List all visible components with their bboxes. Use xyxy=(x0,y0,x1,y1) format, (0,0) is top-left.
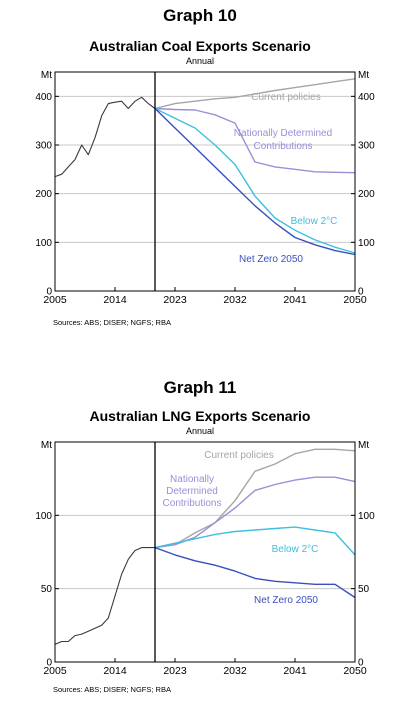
x-tick-label: 2050 xyxy=(343,294,367,306)
graph-11: Graph 11 Australian LNG Exports Scenario… xyxy=(0,370,400,710)
x-tick-label: 2014 xyxy=(103,665,127,677)
y-tick-label-right: 0 xyxy=(358,658,364,669)
series-label-line: Net Zero 2050 xyxy=(239,254,303,265)
series-label-ndc: Nationally Determined Contributions xyxy=(234,128,332,152)
chart-title: Australian LNG Exports Scenario xyxy=(89,408,311,424)
chart-title: Australian Coal Exports Scenario xyxy=(89,38,311,54)
series-label-line: Nationally xyxy=(170,474,214,485)
series-label-line: Determined xyxy=(166,486,218,497)
x-tick-label: 2050 xyxy=(343,665,367,677)
graph-number: Graph 10 xyxy=(163,6,237,25)
series-label-line: Current policies xyxy=(204,450,273,461)
y-tick-label-right: 400 xyxy=(358,92,375,103)
x-tick-label: 2041 xyxy=(283,665,307,677)
series-below2-line xyxy=(154,526,356,556)
series-historical-line xyxy=(54,96,156,178)
y-unit-left: Mt xyxy=(41,440,52,451)
series-label-line: Current policies xyxy=(251,92,320,103)
series-label-net_zero: Net Zero 2050 xyxy=(239,254,303,265)
series-label-current_policies: Current policies xyxy=(204,450,273,461)
y-tick-label-right: 0 xyxy=(358,287,364,298)
y-tick-label-right: 50 xyxy=(358,584,370,595)
series-label-line: Below 2°C xyxy=(272,544,319,555)
y-unit-right: Mt xyxy=(358,70,369,81)
y-unit-right: Mt xyxy=(358,440,369,451)
series-label-below2: Below 2°C xyxy=(291,216,338,227)
x-tick-label: 2023 xyxy=(163,294,187,306)
y-tick-label-left: 100 xyxy=(35,238,52,249)
x-tick-label: 2005 xyxy=(43,294,67,306)
series-current_policies-line xyxy=(154,78,356,110)
y-tick-label-left: 200 xyxy=(35,189,52,200)
graph-10: Graph 10 Australian Coal Exports Scenari… xyxy=(0,0,400,340)
series-label-line: Nationally Determined xyxy=(234,128,332,139)
y-tick-label-right: 200 xyxy=(358,189,375,200)
y-tick-label-left: 0 xyxy=(46,658,52,669)
x-tick-label: 2041 xyxy=(283,294,307,306)
series-current_policies-line xyxy=(154,448,356,549)
series-label-line: Contributions xyxy=(254,141,313,152)
y-tick-label-right: 100 xyxy=(358,511,375,522)
series-net_zero-line xyxy=(154,107,356,256)
series-label-line: Net Zero 2050 xyxy=(254,595,318,606)
plot-frame xyxy=(54,71,356,292)
x-tick-label: 2023 xyxy=(163,665,187,677)
y-unit-left: Mt xyxy=(41,70,52,81)
chart-subtitle: Annual xyxy=(185,426,215,436)
series-label-net_zero: Net Zero 2050 xyxy=(254,595,318,606)
chart-subtitle: Annual xyxy=(185,56,215,66)
y-tick-label-left: 100 xyxy=(35,511,52,522)
y-tick-label-right: 100 xyxy=(358,238,375,249)
series-label-ndc: Nationally Determined Contributions xyxy=(163,474,222,509)
series-ndc-line xyxy=(154,107,356,174)
sources-note: Sources: ABS; DISER; NGFS; RBA xyxy=(53,318,171,327)
series-label-line: Below 2°C xyxy=(291,216,338,227)
series-label-below2: Below 2°C xyxy=(272,544,319,555)
y-tick-label-right: 300 xyxy=(358,141,375,152)
series-net_zero-line xyxy=(154,546,356,599)
x-tick-label: 2014 xyxy=(103,294,127,306)
x-tick-label: 2005 xyxy=(43,665,67,677)
y-tick-label-left: 400 xyxy=(35,92,52,103)
series-below2-line xyxy=(154,107,356,254)
y-tick-label-left: 0 xyxy=(46,287,52,298)
plot-frame xyxy=(54,441,356,663)
graph-number: Graph 11 xyxy=(163,378,237,397)
series-label-current_policies: Current policies xyxy=(251,92,320,103)
x-tick-label: 2032 xyxy=(223,294,247,306)
series-label-line: Contributions xyxy=(163,498,222,509)
x-tick-label: 2032 xyxy=(223,665,247,677)
y-tick-label-left: 300 xyxy=(35,141,52,152)
sources-note: Sources: ABS; DISER; NGFS; RBA xyxy=(53,685,171,694)
series-historical-line xyxy=(54,547,155,645)
y-tick-label-left: 50 xyxy=(41,584,53,595)
